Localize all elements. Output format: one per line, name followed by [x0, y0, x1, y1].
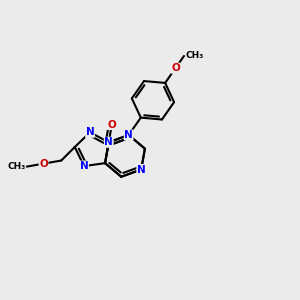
Text: CH₃: CH₃: [7, 162, 26, 171]
Text: O: O: [39, 159, 48, 169]
Text: N: N: [104, 137, 113, 147]
Text: N: N: [137, 164, 146, 175]
Text: CH₃: CH₃: [185, 52, 204, 61]
Text: N: N: [124, 130, 133, 140]
Text: O: O: [171, 63, 180, 73]
Text: N: N: [85, 127, 94, 137]
Text: N: N: [80, 161, 88, 171]
Text: O: O: [107, 119, 116, 130]
